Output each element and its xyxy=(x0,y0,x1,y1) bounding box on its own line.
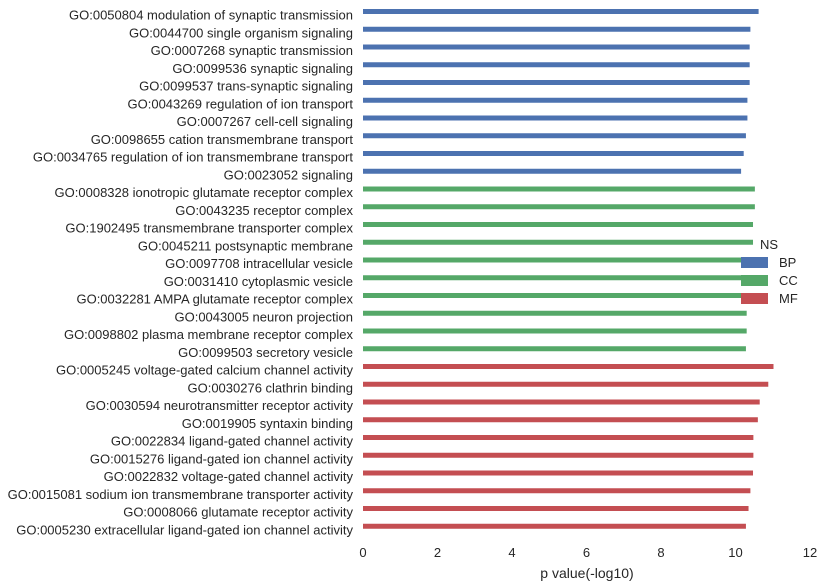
category-label: GO:0043005 neuron projection xyxy=(174,309,353,324)
bar-cc xyxy=(363,257,747,263)
category-label: GO:0098655 cation transmembrane transpor… xyxy=(91,132,354,147)
x-axis-label: p value(-log10) xyxy=(540,565,633,581)
x-tick-label: 12 xyxy=(803,545,817,560)
bar-cc xyxy=(363,222,754,227)
x-tick-labels-layer: 0 2 4 6 8 10 12 xyxy=(359,545,817,560)
bar-bp xyxy=(363,80,750,85)
x-tick-label: 4 xyxy=(508,545,515,560)
bar-cc xyxy=(363,328,747,334)
bar-cc xyxy=(363,346,746,352)
bar-mf xyxy=(363,488,751,494)
category-label: GO:0031410 cytoplasmic vesicle xyxy=(164,274,353,289)
legend-swatch-bp xyxy=(741,257,768,268)
bar-mf xyxy=(363,506,749,511)
bar-bp xyxy=(363,44,750,50)
category-label: GO:0044700 single organism signaling xyxy=(129,25,353,40)
category-label: GO:0022832 voltage-gated channel activit… xyxy=(104,469,354,484)
bar-bp xyxy=(363,62,750,68)
category-label: GO:0043269 regulation of ion transport xyxy=(128,96,354,111)
bar-mf xyxy=(363,399,760,405)
bar-bp xyxy=(363,133,746,139)
category-label: GO:0045211 postsynaptic membrane xyxy=(138,238,353,253)
category-label: GO:0034765 regulation of ion transmembra… xyxy=(33,150,354,165)
legend-title: NS xyxy=(760,237,778,252)
category-label: GO:0098802 plasma membrane receptor comp… xyxy=(64,327,354,342)
category-label: GO:0043235 receptor complex xyxy=(175,203,353,218)
legend-swatch-mf xyxy=(741,293,768,304)
category-label: GO:0097708 intracellular vesicle xyxy=(165,256,353,271)
category-label: GO:0005245 voltage-gated calcium channel… xyxy=(56,363,354,378)
category-label: GO:1902495 transmembrane transporter com… xyxy=(65,221,353,236)
x-tick-label: 2 xyxy=(434,545,441,560)
bar-bp xyxy=(363,168,742,174)
bar-mf xyxy=(363,417,758,423)
legend-label-bp: BP xyxy=(779,255,796,270)
category-label: GO:0007268 synaptic transmission xyxy=(151,43,353,58)
category-label: GO:0032281 AMPA glutamate receptor compl… xyxy=(76,292,353,307)
bar-cc xyxy=(363,204,755,210)
bar-cc xyxy=(363,275,747,281)
x-tick-label: 6 xyxy=(583,545,590,560)
category-label: GO:0099503 secretory vesicle xyxy=(178,345,353,360)
bar-mf xyxy=(363,470,754,476)
bar-bp xyxy=(363,9,759,14)
bar-mf xyxy=(363,364,774,369)
category-label: GO:0015276 ligand-gated ion channel acti… xyxy=(90,451,354,466)
legend-entries: BP CC MF xyxy=(741,255,798,306)
bar-bp xyxy=(363,97,748,103)
bar-cc xyxy=(363,186,755,192)
legend-swatch-cc xyxy=(741,275,768,286)
bar-mf xyxy=(363,452,754,458)
category-label: GO:0050804 modulation of synaptic transm… xyxy=(69,8,353,23)
legend: NS BP CC MF xyxy=(741,237,798,306)
category-label: GO:0005230 extracellular ligand-gated io… xyxy=(16,522,353,537)
bar-bp xyxy=(363,26,751,32)
category-label: GO:0030276 clathrin binding xyxy=(187,380,353,395)
category-label: GO:0099537 trans-synaptic signaling xyxy=(139,79,353,94)
bar-cc xyxy=(363,239,754,245)
x-tick-label: 0 xyxy=(359,545,366,560)
legend-label-cc: CC xyxy=(779,273,798,288)
category-label: GO:0023052 signaling xyxy=(224,167,353,182)
bar-mf xyxy=(363,381,769,387)
category-label: GO:0008328 ionotropic glutamate receptor… xyxy=(55,185,354,200)
category-label: GO:0015081 sodium ion transmembrane tran… xyxy=(8,487,354,502)
category-label: GO:0007267 cell-cell signaling xyxy=(177,114,353,129)
category-label: GO:0008066 glutamate receptor activity xyxy=(123,505,353,520)
category-label: GO:0099536 synaptic signaling xyxy=(172,61,353,76)
category-label: GO:0019905 syntaxin binding xyxy=(182,416,353,431)
bar-bp xyxy=(363,151,744,156)
x-tick-label: 8 xyxy=(657,545,664,560)
bars-layer xyxy=(363,9,774,529)
bar-mf xyxy=(363,523,746,529)
bar-cc xyxy=(363,310,747,316)
bar-mf xyxy=(363,435,754,440)
bar-bp xyxy=(363,115,748,121)
category-labels-layer: GO:0050804 modulation of synaptic transm… xyxy=(8,8,354,538)
legend-label-mf: MF xyxy=(779,291,798,306)
bar-cc xyxy=(363,293,747,298)
category-label: GO:0030594 neurotransmitter receptor act… xyxy=(86,398,354,413)
category-label: GO:0022834 ligand-gated channel activity xyxy=(111,434,354,449)
x-tick-label: 10 xyxy=(728,545,742,560)
